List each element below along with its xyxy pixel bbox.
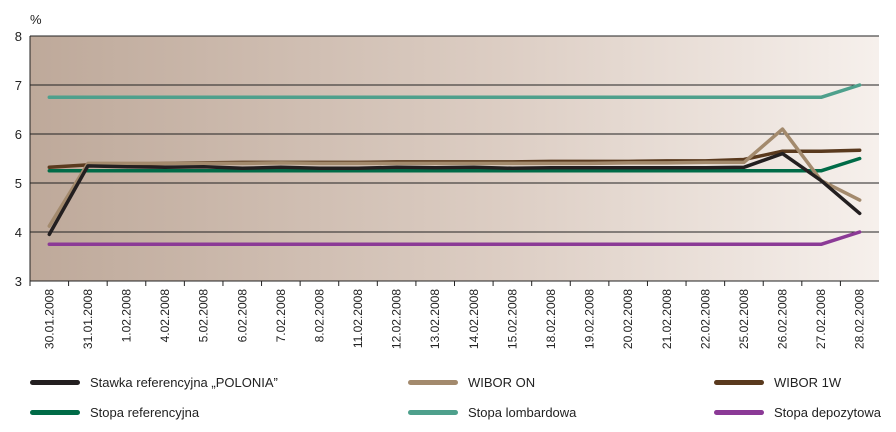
legend-item: Stopa lombardowa	[408, 405, 576, 420]
legend-swatch	[408, 410, 458, 415]
y-tick-label: 8	[15, 29, 22, 44]
y-tick-label: 6	[15, 127, 22, 142]
y-tick-label: 7	[15, 78, 22, 93]
x-tick-label: 26.02.2008	[776, 289, 790, 349]
legend-label: Stopa depozytowa	[774, 405, 881, 420]
x-tick-label: 13.02.2008	[428, 289, 442, 349]
x-tick-label: 31.01.2008	[81, 289, 95, 349]
x-tick-label: 7.02.2008	[274, 289, 288, 343]
legend-swatch	[408, 380, 458, 385]
x-tick-label: 28.02.2008	[853, 289, 867, 349]
x-tick-label: 20.02.2008	[621, 289, 635, 349]
x-tick-label: 25.02.2008	[737, 289, 751, 349]
x-tick-label: 4.02.2008	[158, 289, 172, 343]
legend-item: WIBOR 1W	[714, 375, 841, 390]
legend-swatch	[30, 380, 80, 385]
x-tick-label: 6.02.2008	[235, 289, 249, 343]
line-chart: % 3 4 5 6 7 8 30.01.2008 31.01.2008 1.02.2008 4.…	[15, 12, 879, 349]
legend-swatch	[714, 410, 764, 415]
x-tick-label: 21.02.2008	[660, 289, 674, 349]
legend-item: WIBOR ON	[408, 375, 535, 390]
x-tick-label: 27.02.2008	[814, 289, 828, 349]
series-line-4	[47, 83, 862, 100]
legend-swatch	[30, 410, 80, 415]
legend-label: Stopa lombardowa	[468, 405, 577, 420]
x-tick-label: 15.02.2008	[505, 289, 519, 349]
legend-item: Stopa referencyjna	[30, 405, 199, 420]
x-tick-label: 22.02.2008	[698, 289, 712, 349]
x-tick-label: 5.02.2008	[197, 289, 211, 343]
x-tick-label: 8.02.2008	[312, 289, 326, 343]
x-tick-label: 12.02.2008	[390, 289, 404, 349]
legend-item: Stawka referencyjna „POLONIA”	[30, 375, 278, 390]
legend-item: Stopa depozytowa	[714, 405, 881, 420]
x-tick-label: 1.02.2008	[119, 289, 133, 343]
series-line-5	[47, 230, 862, 247]
legend: Stawka referencyjna „POLONIA” WIBOR ON WIB…	[0, 372, 896, 432]
x-tick-label: 18.02.2008	[544, 289, 558, 349]
y-axis-label: %	[30, 12, 42, 27]
x-tick-label: 14.02.2008	[467, 289, 481, 349]
x-tick-label: 11.02.2008	[351, 289, 365, 348]
x-tick-label: 19.02.2008	[583, 289, 597, 349]
y-tick-label: 3	[15, 274, 22, 289]
y-tick-label: 5	[15, 176, 22, 191]
series-line-1	[47, 127, 862, 228]
x-tick-label: 30.01.2008	[42, 289, 56, 349]
series-line-3	[47, 156, 862, 173]
legend-label: WIBOR 1W	[774, 375, 842, 390]
legend-label: Stawka referencyjna „POLONIA”	[90, 375, 278, 390]
y-tick-label: 4	[15, 225, 22, 240]
series-line-0	[47, 151, 862, 237]
legend-swatch	[714, 380, 764, 385]
legend-label: WIBOR ON	[468, 375, 536, 390]
legend-label: Stopa referencyjna	[90, 405, 200, 420]
